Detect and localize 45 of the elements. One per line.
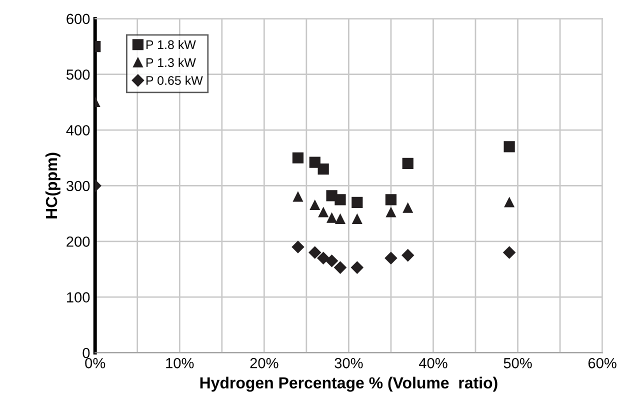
point <box>310 200 320 210</box>
point <box>335 214 346 224</box>
point <box>317 252 330 264</box>
point <box>385 194 397 206</box>
legend-label: P 0.65 kW <box>146 76 203 85</box>
point <box>504 198 514 208</box>
point <box>384 252 398 264</box>
point <box>308 246 321 259</box>
legend-label: P 1.3 kW <box>146 58 196 68</box>
x-tick-label: 20% <box>250 358 278 368</box>
point <box>503 246 516 259</box>
x-tick-label: 40% <box>418 358 448 368</box>
x-tick-label: 60% <box>588 358 616 368</box>
x-tick-label: 30% <box>334 358 363 368</box>
point <box>334 261 346 274</box>
point <box>334 194 346 206</box>
y-tick-label: 0 <box>82 348 90 358</box>
point <box>293 192 303 202</box>
x-axis-title: Hydrogen Percentage % (Volume ratio) <box>200 376 498 392</box>
point <box>403 203 413 213</box>
point <box>309 156 320 168</box>
y-tick-label: 100 <box>67 292 90 302</box>
point <box>504 141 515 152</box>
y-tick-label: 400 <box>66 125 90 136</box>
point <box>318 208 328 218</box>
x-tick-label: 50% <box>504 358 532 368</box>
point <box>326 213 337 223</box>
point <box>326 254 338 267</box>
y-tick-label: 200 <box>66 236 90 247</box>
x-tick-label: 10% <box>166 358 194 368</box>
point <box>352 214 362 224</box>
point <box>318 163 329 175</box>
point <box>402 249 414 262</box>
legend-label: P 1.8 kW <box>146 40 196 50</box>
x-tick-label: 0% <box>85 358 106 368</box>
point <box>402 158 414 169</box>
y-tick-label: 500 <box>66 69 90 80</box>
y-tick-label: 300 <box>66 180 90 192</box>
y-axis-title: HC(ppm) <box>45 152 60 218</box>
point <box>292 240 304 254</box>
point <box>351 261 364 274</box>
y-tick-label: 600 <box>66 14 90 24</box>
point <box>292 152 304 164</box>
point <box>352 196 363 208</box>
point <box>386 208 396 218</box>
